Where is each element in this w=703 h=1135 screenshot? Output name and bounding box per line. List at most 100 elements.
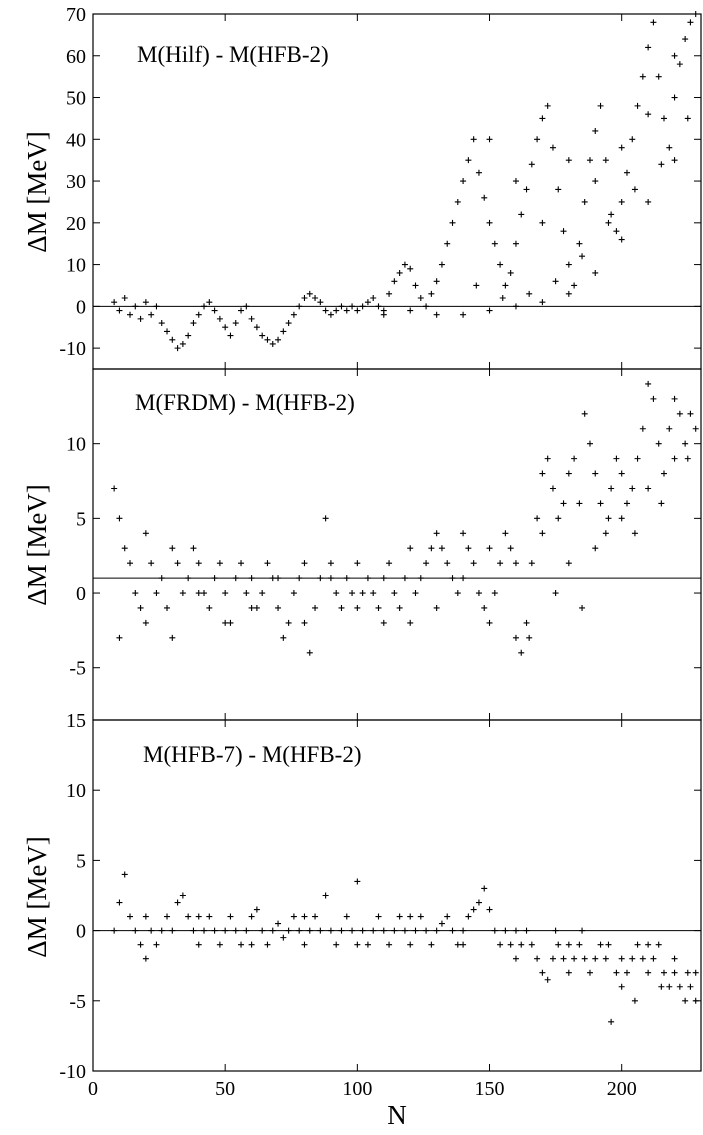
panel-frdm-point <box>634 455 641 462</box>
panel-hilf-point <box>206 299 213 306</box>
panel-hilf-y-tick-label: -10 <box>59 338 86 360</box>
panel-frdm-point <box>666 425 673 432</box>
panel-hilf-point <box>650 19 657 26</box>
panel-hilf-point <box>631 186 638 193</box>
panel-frdm-y-tick-label: -5 <box>69 658 86 680</box>
panel-hfb7-point <box>581 955 588 962</box>
panel-hilf-label: M(Hilf) - M(HFB-2) <box>137 42 329 67</box>
panel-frdm-point <box>396 604 403 611</box>
panel-frdm-point <box>528 560 535 567</box>
panel-hilf-point <box>470 136 477 143</box>
panel-hilf: -10 0 10 20 30 40 50 60 70 M(Hilf) - M(HFB-2) ΔM… <box>22 4 702 370</box>
panel-hfb7-point <box>491 927 498 934</box>
panel-hilf-point <box>132 303 139 310</box>
panel-hfb7-point <box>602 955 609 962</box>
panel-frdm-point <box>539 530 546 537</box>
panel-hilf-points <box>92 11 699 369</box>
panel-hfb7-point <box>375 913 382 920</box>
panel-hfb7-point <box>391 927 398 934</box>
panel-hfb7-point <box>179 892 186 899</box>
panel-hfb7-point <box>639 955 646 962</box>
panel-hilf-point <box>684 115 691 122</box>
panel-hilf-point <box>211 307 218 314</box>
panel-frdm-point <box>676 410 683 417</box>
panel-hfb7-point <box>142 913 149 920</box>
panel-hfb7-point <box>586 969 593 976</box>
panel-frdm-point <box>285 619 292 626</box>
panel-hilf-point <box>512 240 519 247</box>
panel-frdm-point <box>222 590 229 597</box>
panel-hfb7-point <box>370 927 377 934</box>
panel-frdm-point <box>343 575 350 582</box>
panel-hilf-point <box>190 320 197 327</box>
panel-hfb7-point <box>605 941 612 948</box>
panel-hilf-point <box>486 307 493 314</box>
panel-frdm-point <box>275 604 282 611</box>
panel-frdm-point <box>618 515 625 522</box>
panel-frdm-point <box>248 575 255 582</box>
panel-hilf-point <box>523 186 530 193</box>
panel-hfb7-point <box>571 955 578 962</box>
panel-hilf-point <box>460 178 467 185</box>
panel-hfb7-point <box>631 997 638 1004</box>
panel-hfb7-point <box>195 941 202 948</box>
panel-frdm-point <box>354 560 361 567</box>
panel-hfb7-frame <box>92 719 702 1072</box>
panel-hilf-y-tick-label: 10 <box>66 255 86 277</box>
panel-hilf-point <box>142 299 149 306</box>
panel-frdm-point <box>248 604 255 611</box>
panel-frdm-point <box>407 619 414 626</box>
panel-hilf-point <box>354 307 361 314</box>
panel-hfb7-point <box>433 927 440 934</box>
panel-frdm-point <box>301 619 308 626</box>
panel-hilf-point <box>539 115 546 122</box>
panel-frdm-point <box>423 560 430 567</box>
panel-hfb7-y-tick-label: 5 <box>76 850 86 872</box>
panel-hfb7-point <box>269 927 276 934</box>
panel-frdm-point <box>169 545 176 552</box>
panel-frdm-point <box>333 590 340 597</box>
panel-hfb7-y-tick-label: -5 <box>69 991 86 1013</box>
panel-frdm-point <box>407 545 414 552</box>
panel-frdm-point <box>523 619 530 626</box>
panel-hilf-point <box>592 127 599 134</box>
panel-hfb7-point <box>597 941 604 948</box>
panel-frdm-point <box>460 575 467 582</box>
panel-hfb7-y-ticks: -10 -5 0 5 10 15 <box>59 710 701 1083</box>
panel-frdm-point <box>179 590 186 597</box>
panel-hilf-point <box>243 303 250 310</box>
panel-hfb7-y-tick-label: 15 <box>66 710 86 732</box>
panel-hilf-point <box>645 44 652 51</box>
panel-frdm-point <box>565 470 572 477</box>
panel-frdm-point <box>185 575 192 582</box>
panel-hfb7-point <box>645 941 652 948</box>
panel-hilf-y-tick-label: 40 <box>66 129 86 151</box>
panel-hfb7-point <box>343 913 350 920</box>
panel-frdm-point <box>190 545 197 552</box>
panel-hilf-point <box>253 324 260 331</box>
panel-frdm-point <box>502 530 509 537</box>
panel-hfb7-point <box>248 941 255 948</box>
panel-hilf-point <box>185 332 192 339</box>
panel-hilf-point <box>475 169 482 176</box>
panel-hfb7-point <box>290 913 297 920</box>
panel-hfb7-point <box>401 927 408 934</box>
panel-hilf-point <box>465 157 472 164</box>
panel-frdm-point <box>454 590 461 597</box>
panel-frdm-point <box>148 560 155 567</box>
panel-hilf-point <box>333 307 340 314</box>
panel-hilf-point <box>539 299 546 306</box>
panel-hilf-point <box>666 144 673 151</box>
panel-hilf-point <box>306 290 313 297</box>
panel-frdm-point <box>380 619 387 626</box>
panel-hilf-point <box>375 303 382 310</box>
panel-hilf-point <box>491 240 498 247</box>
panel-hilf-point <box>486 219 493 226</box>
panel-hilf-point <box>486 136 493 143</box>
panel-hilf-y-tick-label: 0 <box>76 296 86 318</box>
panel-hfb7-point <box>386 941 393 948</box>
panel-hilf-point <box>597 102 604 109</box>
panel-hilf-point <box>507 269 514 276</box>
